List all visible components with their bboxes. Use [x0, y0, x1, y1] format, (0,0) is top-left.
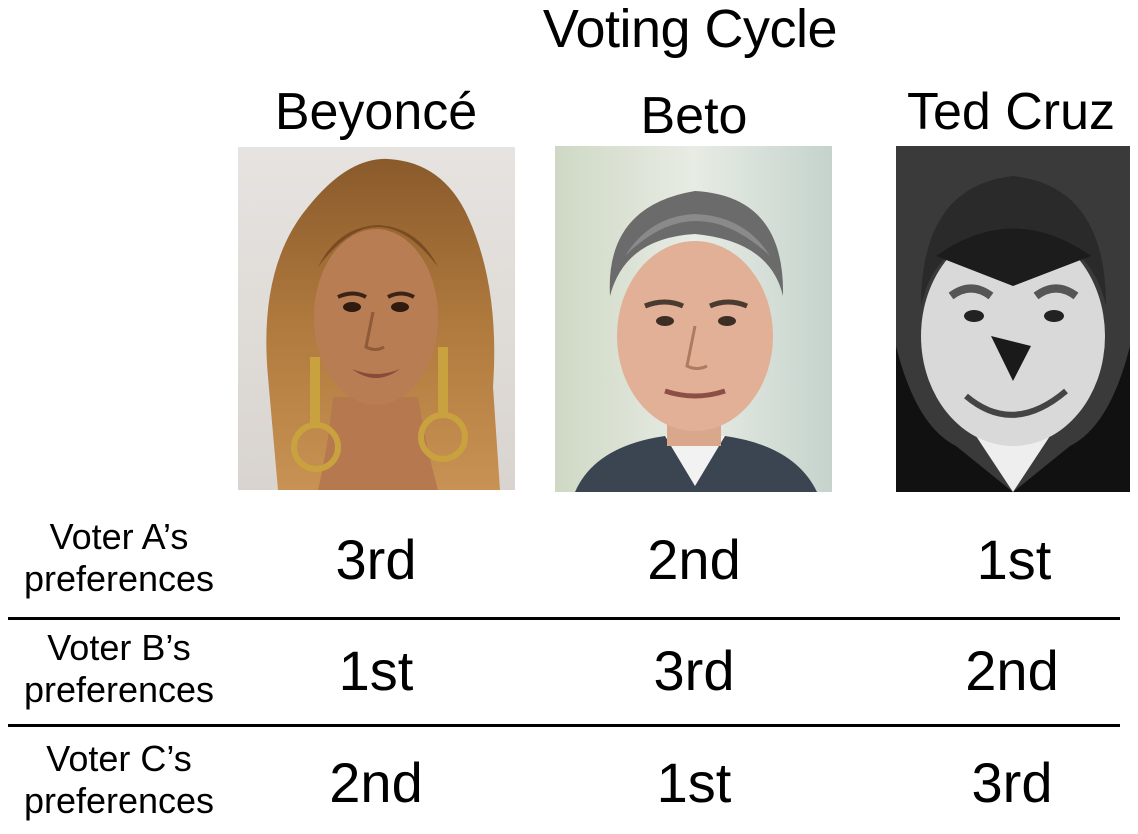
voter-a-rank-beyonce: 3rd	[335, 528, 417, 591]
row-divider	[8, 617, 1120, 620]
page-title: Voting Cycle	[542, 0, 838, 59]
candidate-name-ted-cruz: Ted Cruz	[906, 83, 1116, 141]
ted-cruz-portrait	[896, 146, 1130, 492]
voter-b-rank-ted-cruz: 2nd	[965, 639, 1059, 702]
candidate-name-beto: Beto	[640, 87, 748, 145]
voter-b-label: Voter B’s preferences	[23, 627, 215, 710]
voter-a-rank-beto: 2nd	[647, 528, 741, 591]
voter-c-rank-ted-cruz: 3rd	[971, 751, 1053, 814]
voter-b-rank-beto: 3rd	[653, 639, 735, 702]
voter-a-label: Voter A’s preferences	[23, 516, 215, 599]
beyonce-portrait	[238, 147, 515, 490]
voter-c-rank-beto: 1st	[656, 751, 732, 814]
row-divider	[8, 724, 1120, 727]
voter-c-rank-beyonce: 2nd	[329, 751, 423, 814]
voter-a-rank-ted-cruz: 1st	[976, 528, 1052, 591]
voter-b-rank-beyonce: 1st	[338, 639, 414, 702]
voter-c-label: Voter C’s preferences	[23, 738, 215, 821]
candidate-name-beyonce: Beyoncé	[274, 83, 478, 141]
beto-portrait	[555, 146, 832, 492]
